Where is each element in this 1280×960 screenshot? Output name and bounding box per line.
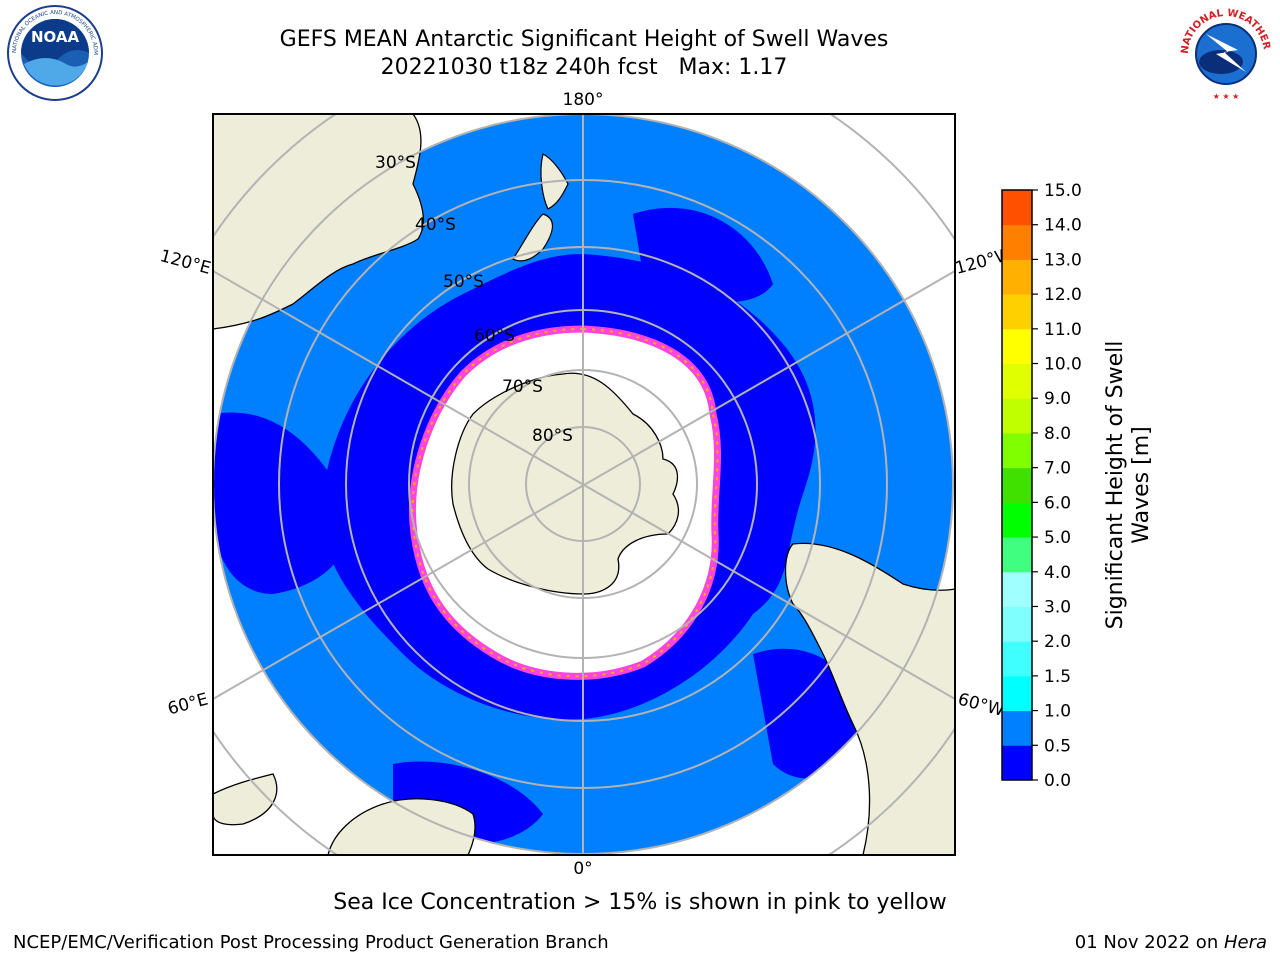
svg-text:★ ★ ★: ★ ★ ★ (1213, 92, 1240, 101)
colorbar-tick-label: 0.0 (1044, 771, 1071, 791)
ocean-swell-low-north (633, 207, 773, 303)
colorbar-tick-label: 0.5 (1044, 736, 1071, 756)
colorbar-tick-label: 1.0 (1044, 702, 1071, 722)
colorbar-tick-label: 12.0 (1044, 285, 1082, 305)
lat-label-60s: 60°S (474, 326, 515, 346)
colorbar-border (1001, 189, 1033, 781)
colorbar-segment (1002, 224, 1032, 260)
new-zealand-south (512, 213, 553, 262)
colorbar-tick-label: 7.0 (1044, 459, 1071, 479)
colorbar-segment (1002, 745, 1032, 781)
colorbar-segment (1002, 571, 1032, 607)
colorbar-tick-label: 8.0 (1044, 424, 1071, 444)
chart-title: GEFS MEAN Antarctic Significant Height o… (0, 26, 1168, 82)
colorbar-segment (1002, 467, 1032, 503)
lon-label-60w: 60°W (956, 690, 1007, 722)
colorbar-tick-label: 5.0 (1044, 528, 1071, 548)
colorbar-segment (1002, 710, 1032, 746)
colorbar-segment (1002, 363, 1032, 399)
lat-label-70s: 70°S (502, 377, 543, 397)
ocean-swell-low-west (213, 412, 350, 594)
colorbar-segment (1002, 294, 1032, 330)
colorbar-tick-label: 6.0 (1044, 493, 1071, 513)
colorbar-title: Significant Height of Swell Waves [m] (1100, 190, 1160, 780)
colorbar-tick-label: 14.0 (1044, 216, 1082, 236)
colorbar-tick-label: 15.0 (1044, 181, 1082, 201)
south-america-landmass (784, 542, 955, 855)
colorbar-segment (1002, 259, 1032, 295)
lat-label-30s: 30°S (375, 153, 416, 173)
colorbar-tick-label: 13.0 (1044, 250, 1082, 270)
colorbar-tick-label: 10.0 (1044, 355, 1082, 375)
sea-ice-note: Sea Ice Concentration > 15% is shown in … (333, 890, 947, 915)
colorbar-tick-label: 3.0 (1044, 597, 1071, 617)
footer-branch: NCEP/EMC/Verification Post Processing Pr… (13, 932, 609, 953)
lat-label-50s: 50°S (443, 272, 484, 292)
colorbar-segment (1002, 502, 1032, 538)
colorbar-segment (1002, 675, 1032, 712)
colorbar-tick-label: 11.0 (1044, 320, 1082, 340)
lat-label-40s: 40°S (415, 215, 456, 235)
footer-date-text: 01 Nov 2022 on (1074, 932, 1224, 953)
lon-label-0: 0° (573, 859, 592, 879)
colorbar-title-line2: Waves [m] (1129, 426, 1154, 543)
nws-logo-icon: NATIONAL WEATHER SERVICE ★ ★ ★ (1172, 0, 1276, 108)
colorbar-title-line1: Significant Height of Swell (1103, 341, 1128, 630)
australia-landmass (213, 114, 425, 330)
footer-date: 01 Nov 2022 on Hera (1075, 932, 1267, 953)
sea-ice-edge (411, 327, 719, 678)
madagascar-landmass (213, 773, 278, 826)
antarctica-landmass (451, 372, 680, 595)
map-border (212, 113, 956, 856)
colorbar-segment (1002, 537, 1032, 573)
colorbar-segment (1002, 606, 1032, 642)
lat-label-80s: 80°S (532, 426, 573, 446)
colorbar-segment (1002, 328, 1032, 365)
footer-machine: Hera (1223, 932, 1267, 953)
noaa-logo-text: NOAA (31, 28, 80, 46)
colorbar-segment (1002, 641, 1032, 677)
meridian-60e-120w (213, 270, 955, 700)
colorbar-tick-label: 4.0 (1044, 563, 1071, 583)
map-frame: 30°S 40°S 50°S 60°S 70°S 80°S 180° 0° 12… (158, 90, 1015, 879)
colorbar-tick-label: 2.0 (1044, 632, 1071, 652)
lon-label-120e: 120°E (158, 246, 213, 279)
title-line-2: 20221030 t18z 240h fcst Max: 1.17 (380, 55, 788, 80)
lon-label-180: 180° (563, 90, 604, 110)
lon-label-60e: 60°E (166, 690, 211, 720)
colorbar-segment (1002, 398, 1032, 434)
colorbar: 0.0 0.5 1.0 1.5 2.0 3.0 4.0 5.0 6.0 7.0 8.0 9.0 10.0… (1001, 181, 1094, 792)
colorbar-segment (1002, 432, 1032, 469)
colorbar-segment (1002, 190, 1032, 226)
noaa-logo-icon: NOAA NATIONAL OCEANIC AND ATMOSPHERIC AD… (3, 0, 104, 106)
title-line-1: GEFS MEAN Antarctic Significant Height o… (279, 27, 889, 52)
colorbar-tick-label: 9.0 (1044, 389, 1071, 409)
colorbar-tick-label: 1.5 (1044, 667, 1071, 687)
